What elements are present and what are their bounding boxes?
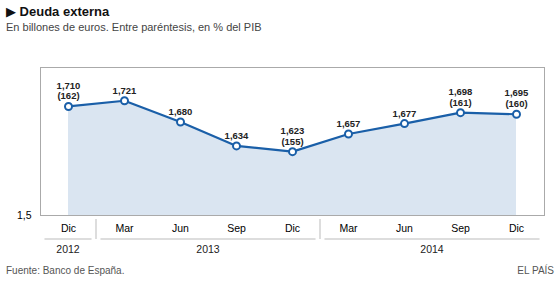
svg-text:Jun: Jun	[172, 222, 189, 234]
svg-text:2013: 2013	[196, 243, 220, 255]
svg-text:1,623(155): 1,623(155)	[281, 125, 305, 147]
svg-text:Dic: Dic	[285, 222, 300, 234]
svg-text:Sep: Sep	[451, 222, 470, 234]
svg-text:2014: 2014	[420, 243, 444, 255]
svg-text:Sep: Sep	[227, 222, 246, 234]
svg-text:Mar: Mar	[339, 222, 358, 234]
svg-text:1,710(162): 1,710(162)	[57, 80, 81, 102]
svg-text:1,680: 1,680	[169, 106, 193, 117]
html-text:EL PAÍS: EL PAÍS	[517, 265, 554, 276]
svg-text:1,657: 1,657	[337, 118, 361, 129]
svg-text:Mar: Mar	[115, 222, 134, 234]
svg-text:1,677: 1,677	[393, 108, 417, 119]
svg-text:1,695(160): 1,695(160)	[505, 87, 529, 109]
svg-text:1,5: 1,5	[17, 209, 32, 221]
svg-text:Jun: Jun	[396, 222, 413, 234]
svg-text:1,721: 1,721	[113, 85, 137, 96]
svg-text:Dic: Dic	[61, 222, 76, 234]
html-text:▶ Deuda externa: ▶ Deuda externa	[6, 4, 110, 19]
svg-text:1,634: 1,634	[225, 130, 249, 141]
svg-text:2012: 2012	[56, 243, 80, 255]
svg-text:Dic: Dic	[509, 222, 524, 234]
html-text:En billones de euros. Entre pa: En billones de euros. Entre paréntesis, …	[6, 21, 262, 33]
svg-text:1,698(161): 1,698(161)	[449, 86, 473, 108]
html-text:Fuente: Banco de España.: Fuente: Banco de España.	[6, 265, 125, 276]
